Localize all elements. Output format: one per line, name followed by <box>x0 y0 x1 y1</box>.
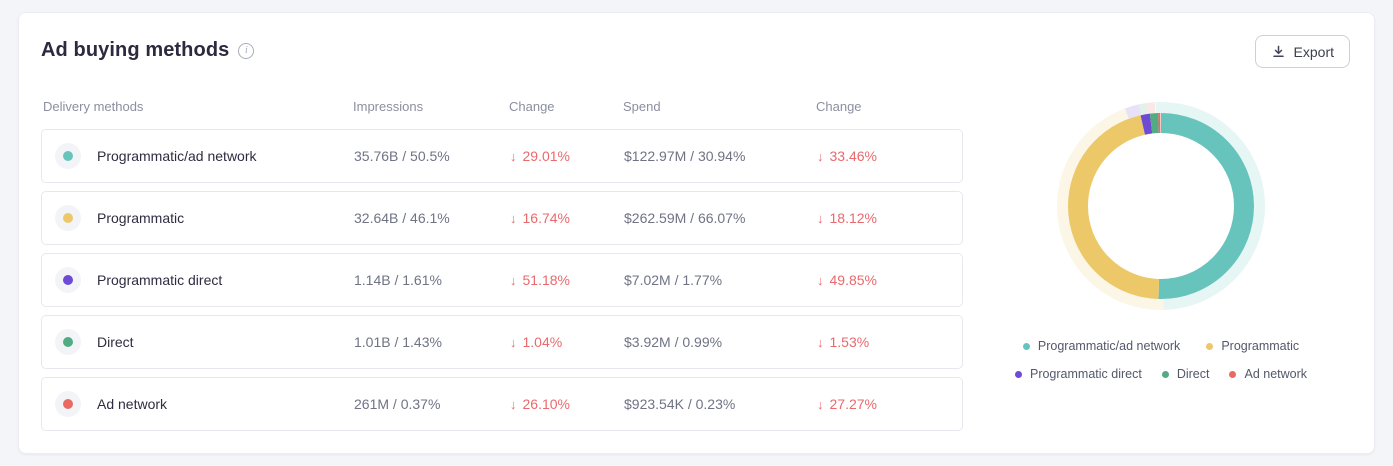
ad-buying-methods-card: Ad buying methods i Export Delivery meth… <box>18 12 1375 454</box>
row-label: Programmatic/ad network <box>97 148 257 164</box>
table-row-programmatic-ad-network[interactable]: Programmatic/ad network 35.76B / 50.5% ↓… <box>41 129 963 183</box>
legend-dot <box>1161 370 1169 378</box>
impressions-change-value: 51.18% <box>522 272 570 288</box>
impressions-change-value: 29.01% <box>522 148 570 164</box>
down-arrow-icon: ↓ <box>510 396 517 412</box>
spend-change: ↓ 49.85% <box>817 272 962 288</box>
impressions-value: 1.14B / 1.61% <box>354 272 442 288</box>
impressions-change: ↓ 1.04% <box>510 334 624 350</box>
column-header-delivery-methods: Delivery methods <box>43 99 144 114</box>
down-arrow-icon: ↓ <box>817 272 824 288</box>
series-dot <box>63 399 73 409</box>
spend-value: $3.92M / 0.99% <box>624 334 723 350</box>
impressions-change: ↓ 16.74% <box>510 210 624 226</box>
table-header: Delivery methods Impressions Change Spen… <box>41 99 963 114</box>
impressions-value: 35.76B / 50.5% <box>354 148 450 164</box>
spend-change: ↓ 18.12% <box>817 210 962 226</box>
column-header-spend: Spend <box>623 99 661 114</box>
down-arrow-icon: ↓ <box>817 148 824 164</box>
down-arrow-icon: ↓ <box>510 210 517 226</box>
spend-value: $923.54K / 0.23% <box>624 396 736 412</box>
impressions-value: 1.01B / 1.43% <box>354 334 442 350</box>
info-icon[interactable]: i <box>238 42 255 59</box>
legend-dot <box>1206 342 1214 350</box>
impressions-change-value: 26.10% <box>522 396 570 412</box>
donut-chart-wrap <box>1049 94 1273 318</box>
download-icon <box>1272 45 1284 57</box>
spend-change-value: 33.46% <box>829 148 877 164</box>
legend-label: Programmatic direct <box>1029 367 1142 381</box>
legend-item-programmatic[interactable]: Programmatic <box>1206 339 1299 353</box>
page-title: Ad buying methods <box>41 39 230 61</box>
legend-label: Programmatic/ad network <box>1037 339 1181 353</box>
column-header-spend-change: Change <box>816 99 862 114</box>
series-dot-halo <box>55 205 81 231</box>
series-dot-halo <box>55 267 81 293</box>
row-label: Programmatic direct <box>97 272 223 288</box>
export-button[interactable]: Export <box>1254 35 1350 68</box>
legend-item-programmatic-direct[interactable]: Programmatic direct <box>1014 367 1142 381</box>
series-dot <box>63 275 73 285</box>
down-arrow-icon: ↓ <box>510 148 517 164</box>
column-header-impressions-change: Change <box>509 99 555 114</box>
spend-change-value: 49.85% <box>829 272 877 288</box>
row-label: Programmatic <box>97 210 185 226</box>
spend-change-value: 1.53% <box>829 334 870 350</box>
table-row-direct[interactable]: Direct 1.01B / 1.43% ↓ 1.04% $3.92M / 0.9… <box>41 315 963 369</box>
impressions-change-value: 1.04% <box>522 334 563 350</box>
impressions-change: ↓ 26.10% <box>510 396 624 412</box>
spend-change: ↓ 27.27% <box>817 396 962 412</box>
legend-dot <box>1022 342 1030 350</box>
legend-label: Direct <box>1176 367 1210 381</box>
spend-value: $7.02M / 1.77% <box>624 272 723 288</box>
down-arrow-icon: ↓ <box>817 210 824 226</box>
series-dot <box>63 151 73 161</box>
series-dot <box>63 337 73 347</box>
series-dot-halo <box>55 143 81 169</box>
impressions-change: ↓ 51.18% <box>510 272 624 288</box>
legend-item-ad-network[interactable]: Ad network <box>1229 367 1307 381</box>
impressions-change: ↓ 29.01% <box>510 148 624 164</box>
legend-dot <box>1014 370 1022 378</box>
legend-label: Programmatic <box>1221 339 1300 353</box>
series-dot <box>63 213 73 223</box>
down-arrow-icon: ↓ <box>510 272 517 288</box>
down-arrow-icon: ↓ <box>510 334 517 350</box>
column-header-impressions: Impressions <box>353 99 424 114</box>
spend-change: ↓ 1.53% <box>817 334 962 350</box>
series-dot-halo <box>55 391 81 417</box>
spend-value: $262.59M / 66.07% <box>624 210 746 226</box>
spend-change: ↓ 33.46% <box>817 148 962 164</box>
legend-item-direct[interactable]: Direct <box>1161 367 1210 381</box>
down-arrow-icon: ↓ <box>817 334 824 350</box>
spend-change-value: 18.12% <box>829 210 877 226</box>
legend-label: Ad network <box>1244 367 1308 381</box>
impressions-value: 261M / 0.37% <box>354 396 441 412</box>
card-header: Ad buying methods i <box>41 39 255 62</box>
impressions-value: 32.64B / 46.1% <box>354 210 450 226</box>
legend-item-programmatic-ad-network[interactable]: Programmatic/ad network <box>1022 339 1181 353</box>
chart-legend: Programmatic/ad network Programmatic Pro… <box>961 339 1361 395</box>
row-label: Direct <box>97 334 134 350</box>
donut-chart[interactable] <box>1049 94 1273 318</box>
table-row-programmatic-direct[interactable]: Programmatic direct 1.14B / 1.61% ↓ 51.18… <box>41 253 963 307</box>
impressions-change-value: 16.74% <box>522 210 570 226</box>
table-row-programmatic[interactable]: Programmatic 32.64B / 46.1% ↓ 16.74% $262… <box>41 191 963 245</box>
export-button-label: Export <box>1293 43 1334 60</box>
table-row-ad-network[interactable]: Ad network 261M / 0.37% ↓ 26.10% $923.54K… <box>41 377 963 431</box>
down-arrow-icon: ↓ <box>817 396 824 412</box>
row-label: Ad network <box>97 396 168 412</box>
legend-dot <box>1229 370 1237 378</box>
spend-value: $122.97M / 30.94% <box>624 148 746 164</box>
spend-change-value: 27.27% <box>829 396 877 412</box>
delivery-methods-table: Delivery methods Impressions Change Spen… <box>41 99 963 439</box>
series-dot-halo <box>55 329 81 355</box>
table-body: Programmatic/ad network 35.76B / 50.5% ↓… <box>41 129 963 431</box>
